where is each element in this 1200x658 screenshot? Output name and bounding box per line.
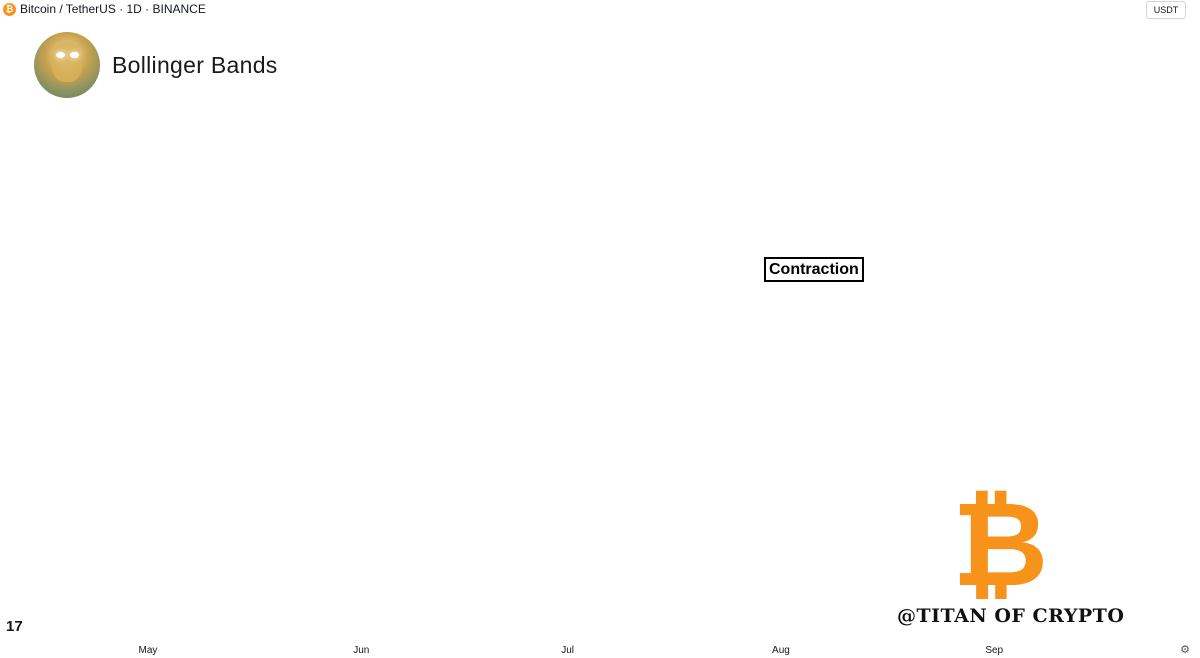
date-tick-label: Jun xyxy=(353,645,369,656)
date-tick-label: Jul xyxy=(561,645,574,656)
symbol-label[interactable]: Bitcoin / TetherUS · 1D · BINANCE xyxy=(20,2,206,16)
contraction-label: Contraction xyxy=(764,257,864,282)
date-tick-label: May xyxy=(139,645,158,656)
date-tick-label: Sep xyxy=(985,645,1003,656)
avatar-face xyxy=(52,42,82,82)
date-tick-label: Aug xyxy=(772,645,790,656)
bitcoin-logo-icon: ₿ xyxy=(952,475,1049,613)
bitcoin-icon: ₿ xyxy=(3,2,16,16)
symbol-header[interactable]: ₿ Bitcoin / TetherUS · 1D · BINANCE xyxy=(0,0,206,18)
time-axis[interactable]: May Jun Jul Aug Sep xyxy=(139,645,1004,656)
avatar-eye-left xyxy=(56,52,65,58)
tradingview-logo-icon[interactable]: 17 xyxy=(6,618,23,635)
currency-button[interactable]: USDT xyxy=(1146,1,1186,19)
chart-title: Bollinger Bands xyxy=(112,52,278,78)
avatar xyxy=(34,32,100,98)
watermark: @TITAN OF CRYPTO xyxy=(897,605,1125,627)
avatar-eye-right xyxy=(70,52,79,58)
settings-icon[interactable]: ⚙ xyxy=(1180,644,1190,656)
